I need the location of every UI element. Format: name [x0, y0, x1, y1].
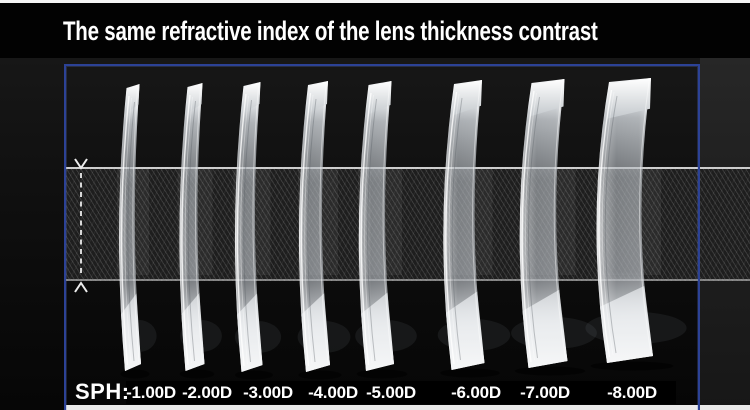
sph-value-label: -1.00D	[126, 383, 176, 402]
lens-profile-3	[233, 82, 282, 380]
bottom-white-strip	[64, 405, 750, 410]
lens-layer	[117, 78, 687, 380]
lens-profile-2	[177, 83, 222, 379]
lens-illustration	[74, 78, 687, 380]
sph-value-label: -2.00D	[182, 383, 232, 402]
lens-profile-8	[585, 78, 687, 371]
photo-frame-border	[64, 64, 700, 410]
page-title: The same refractive index of the lens th…	[63, 16, 598, 46]
sph-value-label: -6.00D	[451, 383, 501, 402]
lens-profile-6	[437, 80, 511, 378]
title-banner: The same refractive index of the lens th…	[0, 3, 750, 58]
sph-value-label: -8.00D	[607, 383, 657, 402]
sph-value-label: -3.00D	[243, 383, 293, 402]
sph-prefix-label: SPH:	[75, 379, 130, 404]
lens-profile-5	[355, 81, 417, 379]
sph-label-strip	[126, 381, 676, 404]
lens-profile-1	[117, 84, 157, 379]
lens-photo: SPH: -1.00D -2.00D -3.00D -4.00D -5.00D …	[0, 58, 750, 410]
lens-profile-7	[511, 79, 597, 376]
top-white-strip	[0, 0, 750, 3]
sph-value-label: -4.00D	[308, 383, 358, 402]
measure-annotation	[74, 158, 88, 293]
measure-arrow-bottom-icon	[74, 281, 88, 293]
sph-value-label: -5.00D	[366, 383, 416, 402]
measure-arrow-top-icon	[74, 158, 88, 170]
sph-value-label: -7.00D	[520, 383, 570, 402]
lens-profile-4	[297, 81, 351, 380]
